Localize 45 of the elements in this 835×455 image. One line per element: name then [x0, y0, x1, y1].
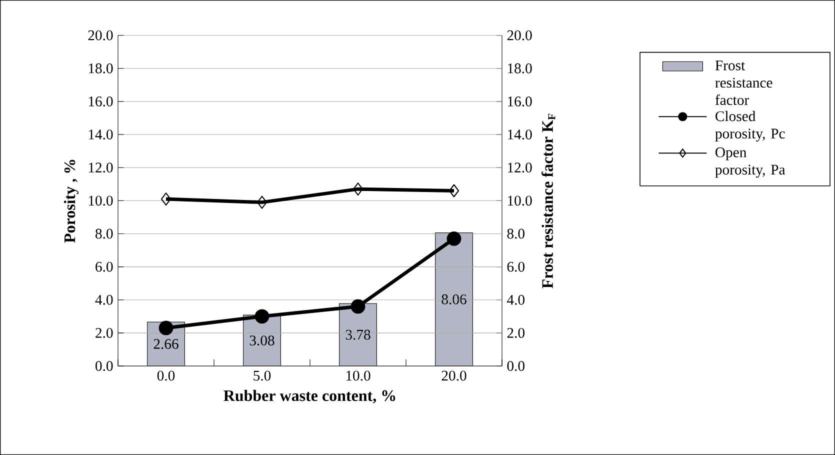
x-tick-label: 10.0: [346, 370, 370, 381]
legend-label: Closed porosity, Pc: [715, 110, 785, 142]
legend-label: Open porosity, Pa: [715, 147, 786, 178]
y-tick-label: 2.0: [96, 328, 113, 338]
y2-tick-label: 14.0: [508, 130, 532, 140]
y2-tick-label: 10.0: [508, 196, 532, 206]
y2-axis-title: Frost resistance factor K$_{F}$: [542, 114, 556, 288]
y-tick-label: 4.0: [95, 294, 113, 305]
y2-tick-label: 0.0: [507, 361, 524, 371]
y2-tick-label: 12.0: [508, 162, 532, 173]
y-tick-label: 8.0: [96, 228, 113, 239]
data-label: 3.78: [346, 330, 370, 340]
x-tick-label: 5.0: [254, 370, 271, 381]
y-tick-label: 16.0: [88, 96, 113, 106]
data-label: 2.66: [154, 339, 178, 349]
point: [158, 320, 174, 336]
y2-tick-label: 4.0: [507, 294, 524, 305]
y-tick-label: 14.0: [88, 130, 113, 140]
point: [254, 309, 270, 324]
point: [350, 299, 366, 314]
y-tick-label: 6.0: [96, 262, 113, 272]
y-tick-label: 18.0: [88, 63, 113, 74]
y-tick-label: 20.0: [88, 30, 113, 40]
legend-label: Frost resistance factor: [715, 60, 772, 106]
y-tick-label: 12.0: [88, 162, 113, 173]
y2-tick-label: 6.0: [507, 262, 524, 272]
y2-tick-label: 8.0: [507, 228, 524, 239]
x-axis-title: Rubber waste content, %: [224, 390, 396, 404]
y-tick-label: 0.0: [96, 361, 113, 371]
point: [446, 231, 462, 246]
point: [256, 196, 268, 209]
x-tick-label: 20.0: [442, 370, 466, 381]
point: [160, 192, 172, 206]
y2-tick-label: 16.0: [508, 96, 532, 106]
y2-tick-label: 18.0: [508, 63, 532, 74]
bar: [435, 232, 473, 366]
data-label: 3.08: [250, 336, 274, 346]
y-tick-label: 10.0: [88, 196, 113, 206]
point: [352, 182, 364, 196]
point: [448, 184, 460, 198]
y2-tick-label: 2.0: [507, 328, 524, 338]
y2-tick-label: 20.0: [507, 30, 532, 40]
y-axis-title: Porosity , %: [64, 160, 78, 243]
x-tick-label: 0.0: [157, 370, 175, 381]
data-label: 8.06: [442, 294, 466, 304]
